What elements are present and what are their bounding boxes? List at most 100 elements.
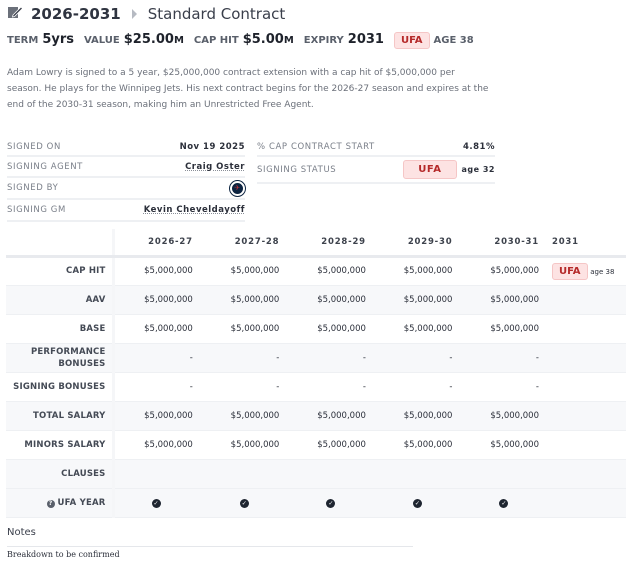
check-circle-icon: ✓ bbox=[239, 498, 249, 508]
value-unit: M bbox=[173, 35, 184, 46]
term-value: 5yrs bbox=[42, 32, 74, 47]
signing-status-details: % CAP CONTRACT START 4.81% SIGNING STATUS… bbox=[257, 138, 495, 184]
cap-hit-amount: $5.00 bbox=[242, 32, 284, 47]
expiry-label: EXPIRY bbox=[303, 35, 344, 46]
ufa-badge: UFA bbox=[393, 32, 430, 49]
cell-value bbox=[201, 459, 289, 489]
empty-cell bbox=[548, 430, 626, 460]
notes-divider bbox=[7, 546, 413, 547]
cell-value: $5,000,000 bbox=[461, 430, 548, 460]
cell-value: $5,000,000 bbox=[201, 256, 289, 286]
cell-value: - bbox=[374, 343, 462, 373]
empty-cell bbox=[548, 488, 626, 518]
cell-value: $5,000,000 bbox=[111, 430, 202, 460]
cell-value: - bbox=[111, 343, 202, 373]
cap-hit-unit: M bbox=[283, 35, 294, 46]
row-label: ? UFA YEAR bbox=[6, 488, 113, 518]
cell-value: $5,000,000 bbox=[374, 314, 462, 344]
empty-cell bbox=[548, 343, 626, 373]
contract-years: 2026-2031 bbox=[31, 5, 121, 23]
cap-hit-value: $5.00M bbox=[243, 32, 294, 47]
help-icon[interactable]: ? bbox=[46, 499, 55, 508]
cell-value: $5,000,000 bbox=[374, 256, 462, 286]
signing-agent-link[interactable]: Craig Oster bbox=[185, 161, 245, 172]
notes-heading: Notes bbox=[7, 527, 36, 538]
cell-value: - bbox=[201, 372, 289, 402]
winnipeg-jets-logo-icon[interactable]: ✈ bbox=[230, 180, 245, 196]
row-label: BASE bbox=[6, 314, 113, 344]
cell-value: $5,000,000 bbox=[461, 285, 548, 315]
cell-value: $5,000,000 bbox=[111, 285, 202, 315]
empty-cell bbox=[548, 314, 626, 344]
contract-breakdown-table: 2026-27 2027-28 2028-29 2029-30 2030-31 … bbox=[6, 229, 626, 518]
contract-summary: TERM 5yrs VALUE $25.00M CAP HIT $5.00M E… bbox=[7, 32, 474, 49]
check-circle-icon: ✓ bbox=[499, 498, 509, 508]
row-label: CAP HIT bbox=[6, 256, 113, 286]
cell-value: $5,000,000 bbox=[201, 401, 289, 431]
table-row: PERFORMANCE BONUSES - - - - - bbox=[6, 343, 626, 373]
column-header: 2029-30 bbox=[374, 229, 462, 258]
cell-value: - bbox=[374, 372, 462, 402]
check-circle-icon: ✓ bbox=[412, 498, 422, 508]
table-row: MINORS SALARY $5,000,000 $5,000,000 $5,000,… bbox=[6, 430, 626, 460]
signing-gm-label: SIGNING GM bbox=[7, 205, 66, 215]
signing-status-badge: UFA bbox=[403, 160, 457, 179]
column-header: 2031 bbox=[548, 229, 626, 258]
edit-contract-icon[interactable] bbox=[7, 5, 24, 23]
cell-value: $5,000,000 bbox=[374, 430, 462, 460]
ufa-year-label: UFA YEAR bbox=[57, 497, 106, 508]
cell-value: $5,000,000 bbox=[374, 285, 462, 315]
cell-value: $5,000,000 bbox=[201, 314, 289, 344]
cell-value: $5,000,000 bbox=[111, 314, 202, 344]
cell-value: - bbox=[461, 372, 548, 402]
contract-type: Standard Contract bbox=[147, 5, 286, 23]
signing-agent-label: SIGNING AGENT bbox=[7, 161, 83, 172]
cell-value: $5,000,000 bbox=[111, 256, 202, 286]
value-label: VALUE bbox=[83, 35, 120, 46]
empty-cell bbox=[548, 372, 626, 402]
cell-value: $5,000,000 bbox=[201, 430, 289, 460]
ufa-year-cell: ✓ bbox=[461, 488, 548, 518]
empty-cell bbox=[548, 401, 626, 431]
cell-value bbox=[111, 459, 202, 489]
contract-title: 2026-2031 Standard Contract bbox=[7, 5, 285, 23]
row-label: MINORS SALARY bbox=[6, 430, 113, 460]
notes-text: Breakdown to be confirmed bbox=[7, 550, 120, 559]
signed-by-label: SIGNED BY bbox=[7, 183, 59, 193]
cell-value bbox=[374, 459, 462, 489]
cell-value: $5,000,000 bbox=[374, 401, 462, 431]
column-header: 2027-28 bbox=[201, 229, 289, 258]
check-circle-icon: ✓ bbox=[326, 498, 336, 508]
table-row: CAP HIT $5,000,000 $5,000,000 $5,000,000 $5,… bbox=[6, 256, 626, 286]
signing-details: SIGNED ON Nov 19 2025 SIGNING AGENT Craig … bbox=[7, 138, 245, 222]
row-label: AAV bbox=[6, 285, 113, 315]
cell-value: - bbox=[461, 343, 548, 373]
row-label: CLAUSES bbox=[6, 459, 113, 489]
cell-value: $5,000,000 bbox=[461, 401, 548, 431]
expiry-value: 2031 bbox=[347, 32, 384, 47]
ufa-year-cell: ✓ bbox=[111, 488, 202, 518]
check-circle-icon: ✓ bbox=[151, 498, 161, 508]
signing-status-label: SIGNING STATUS bbox=[257, 164, 337, 175]
cell-value: $5,000,000 bbox=[461, 314, 548, 344]
cell-value: - bbox=[288, 343, 375, 373]
table-row: SIGNING BONUSES - - - - - bbox=[6, 372, 626, 402]
ufa-badge: UFA bbox=[552, 262, 588, 280]
ufa-cell: UFA age 38 bbox=[548, 256, 626, 286]
cell-value: $5,000,000 bbox=[288, 430, 375, 460]
cell-value: $5,000,000 bbox=[288, 314, 375, 344]
cell-value: - bbox=[201, 343, 289, 373]
cap-pct-value: 4.81% bbox=[463, 141, 495, 152]
cell-value: $5,000,000 bbox=[288, 401, 375, 431]
value-amount: $25.00 bbox=[123, 32, 174, 47]
cell-value: - bbox=[111, 372, 202, 402]
column-header: 2028-29 bbox=[288, 229, 375, 258]
empty-cell bbox=[548, 285, 626, 315]
header-empty bbox=[6, 229, 113, 258]
signing-gm-link[interactable]: Kevin Cheveldayoff bbox=[143, 205, 245, 215]
ufa-age: age 38 bbox=[590, 267, 615, 276]
ufa-year-cell: ✓ bbox=[288, 488, 375, 518]
cell-value: $5,000,000 bbox=[288, 256, 375, 286]
caret-right-icon bbox=[131, 9, 137, 19]
cap-hit-label: CAP HIT bbox=[193, 35, 239, 46]
